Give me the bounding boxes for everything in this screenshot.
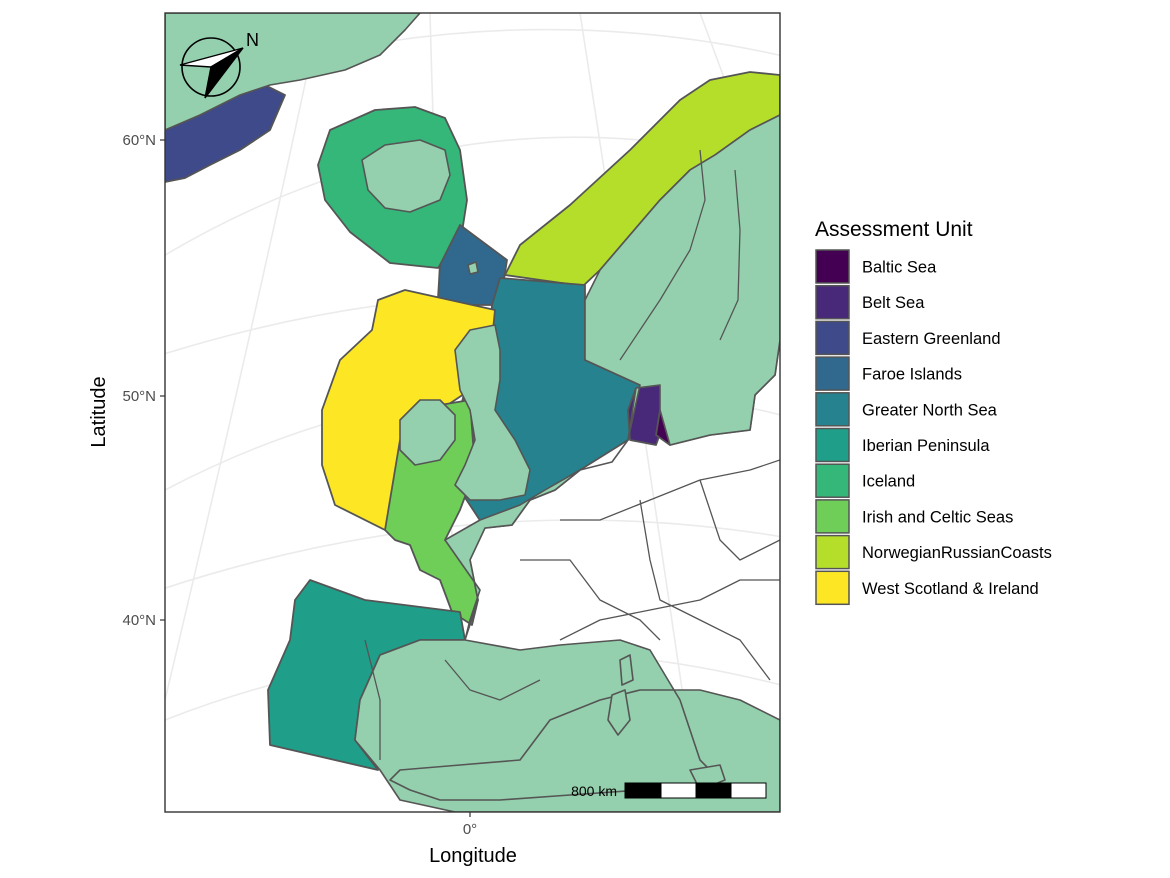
legend-label: Eastern Greenland: [862, 330, 1001, 348]
legend-label: Irish and Celtic Seas: [862, 508, 1013, 526]
legend-item[interactable]: Iceland: [815, 463, 915, 498]
legend-swatch: [815, 570, 850, 606]
y-axis-title: Latitude: [88, 376, 110, 447]
greenland-land: [165, 13, 421, 131]
legend-swatch: [815, 320, 850, 356]
legend-swatch: [815, 284, 850, 320]
corsica-land: [619, 654, 634, 686]
y-axis: 60°N 50°N 40°N Latitude: [88, 132, 165, 629]
legend-label: Faroe Islands: [862, 366, 962, 384]
continental-europe-land: [354, 114, 780, 812]
compass-circle-icon: [181, 37, 241, 97]
sardinia-land: [607, 689, 631, 736]
legend-item[interactable]: Baltic Sea: [815, 249, 937, 284]
legend-swatch: [815, 463, 850, 498]
map-panel: 800 km N: [165, 13, 780, 812]
legend-item[interactable]: Irish and Celtic Seas: [815, 499, 1013, 534]
legend-label: Iceland: [862, 473, 915, 491]
scale-bar: 800 km: [571, 782, 767, 799]
x-axis-title: Longitude: [429, 845, 517, 867]
legend-label: Baltic Sea: [862, 259, 937, 277]
legend: Assessment Unit Baltic Sea Belt Sea Easter…: [815, 218, 1052, 606]
legend-swatch: [815, 356, 850, 391]
iceland-land: [361, 139, 451, 213]
legend-swatch: [815, 534, 850, 570]
legend-item[interactable]: Belt Sea: [815, 284, 925, 320]
ireland-land: [399, 399, 456, 466]
legend-swatch: [815, 427, 850, 463]
legend-swatch: [815, 499, 850, 534]
north-arrow-label: N: [246, 30, 259, 50]
legend-label: Greater North Sea: [862, 401, 998, 419]
y-tick-label: 60°N: [122, 132, 156, 149]
x-tick-label: 0°: [463, 821, 477, 838]
legend-label: West Scotland & Ireland: [862, 580, 1039, 598]
legend-item[interactable]: Faroe Islands: [815, 356, 962, 391]
land-masses: [165, 13, 780, 812]
legend-label: NorwegianRussianCoasts: [862, 544, 1052, 562]
y-tick-label: 40°N: [122, 612, 156, 629]
panel-border: [164, 12, 781, 813]
legend-item[interactable]: Iberian Peninsula: [815, 427, 990, 463]
north-arrow: N: [179, 30, 259, 99]
legend-title: Assessment Unit: [815, 218, 973, 241]
legend-item[interactable]: Eastern Greenland: [815, 320, 1001, 356]
y-tick-label: 50°N: [122, 388, 156, 405]
legend-item[interactable]: NorwegianRussianCoasts: [815, 534, 1052, 570]
faroe-land: [467, 261, 479, 275]
legend-label: Belt Sea: [862, 294, 925, 312]
legend-item[interactable]: Greater North Sea: [815, 392, 998, 427]
country-borders: [364, 149, 780, 760]
scale-bar-label: 800 km: [571, 783, 617, 799]
legend-swatch: [815, 249, 850, 284]
legend-item[interactable]: West Scotland & Ireland: [815, 570, 1039, 606]
legend-label: Iberian Peninsula: [862, 437, 990, 455]
north-arrow-black-icon: [204, 47, 244, 99]
great-britain-land: [454, 324, 531, 501]
legend-swatch: [815, 392, 850, 427]
x-axis: 0° Longitude: [429, 812, 517, 867]
